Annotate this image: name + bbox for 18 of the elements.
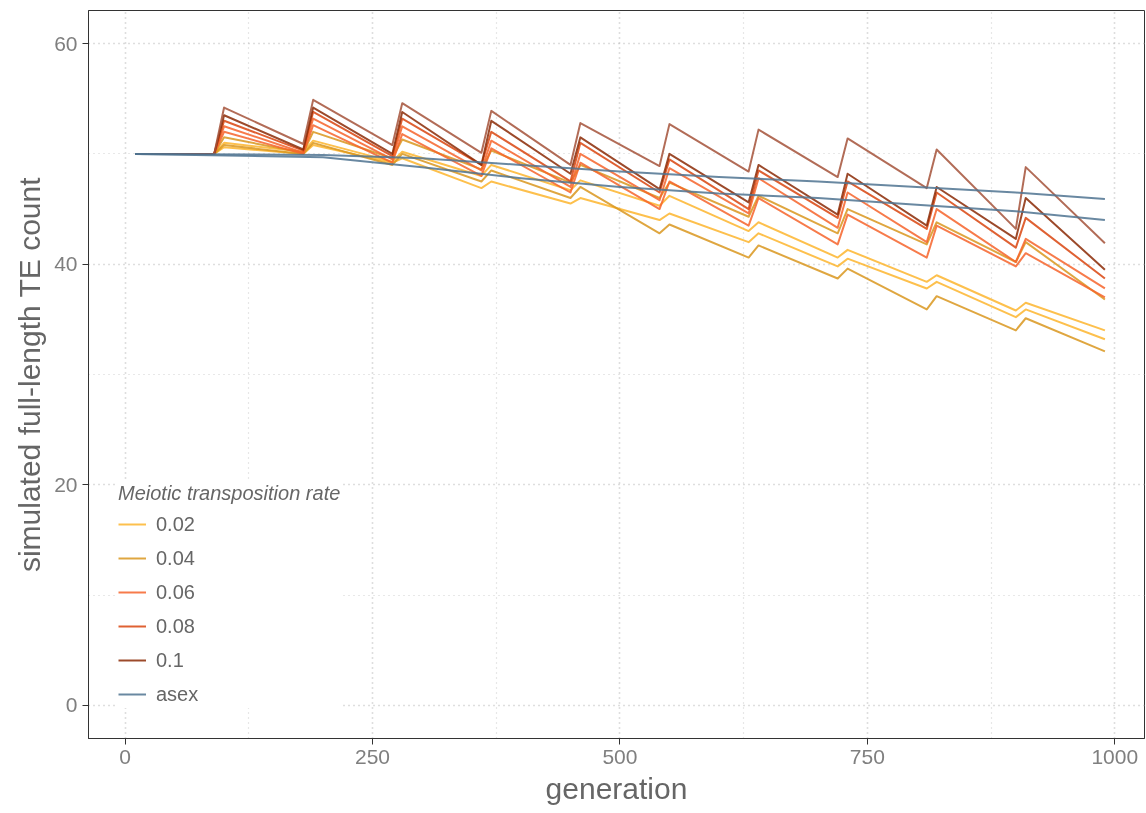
- legend-title: Meiotic transposition rate: [118, 482, 341, 505]
- x-axis-title: generation: [545, 771, 688, 805]
- x-tick-label: 250: [355, 744, 391, 768]
- legend-label: 0.06: [156, 580, 195, 604]
- legend-label: 0.08: [156, 614, 195, 638]
- y-tick-label: 40: [54, 252, 78, 276]
- legend-label: 0.1: [156, 648, 184, 672]
- x-tick-label: 1000: [1091, 744, 1139, 768]
- legend-label: 0.04: [156, 546, 195, 570]
- y-axis-title: simulated full-length TE count: [13, 176, 47, 573]
- legend-label: 0.02: [156, 512, 195, 536]
- y-tick-label: 60: [54, 31, 78, 55]
- legend-label: asex: [156, 682, 199, 706]
- y-tick-label: 20: [54, 472, 78, 496]
- x-tick-label: 750: [849, 744, 885, 768]
- y-tick-label: 0: [65, 693, 78, 717]
- x-tick-label: 500: [602, 744, 638, 768]
- x-tick-label: 0: [119, 744, 131, 768]
